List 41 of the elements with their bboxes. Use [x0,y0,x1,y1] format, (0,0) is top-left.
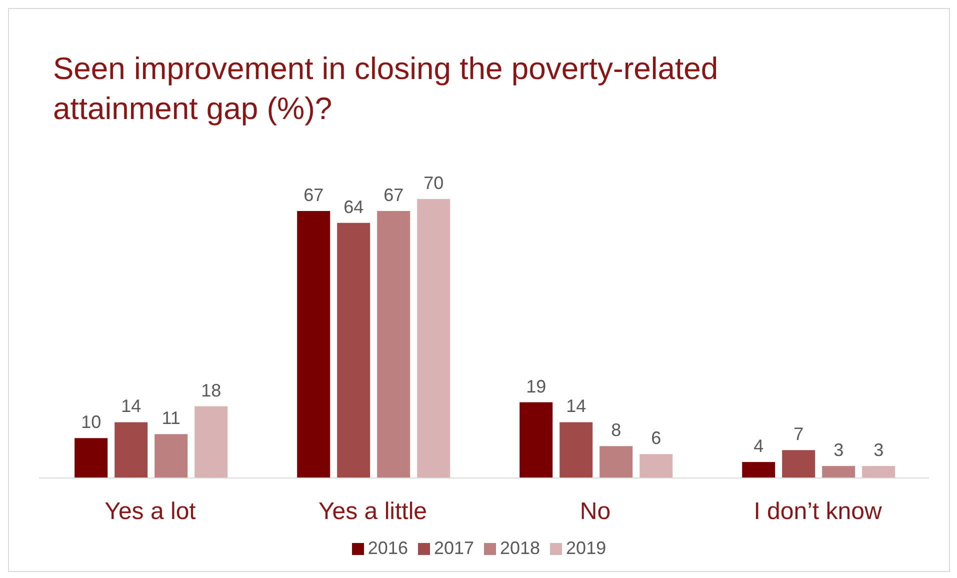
bar [154,434,188,478]
bar [194,406,228,478]
data-label: 14 [566,396,586,416]
data-label: 14 [121,396,142,416]
x-tick-label: Yes a little [318,498,428,526]
bar [782,450,816,478]
legend-label: 2016 [368,538,408,558]
legend-label: 2017 [434,538,474,558]
chart-title: Seen improvement in closing the poverty-related attainment gap (%)? [53,50,720,128]
data-label: 18 [201,380,222,400]
bar [640,454,673,478]
bar [377,210,410,478]
bar [742,462,776,478]
data-label: 67 [304,184,324,205]
bar [822,466,856,478]
bar [600,446,633,478]
data-label: 3 [874,440,884,460]
legend-label: 2019 [566,538,606,558]
bar [337,222,370,478]
bar [520,402,553,478]
data-label: 19 [526,376,546,396]
data-label: 11 [162,408,180,428]
x-tick-label: No [580,498,611,526]
data-label: 3 [834,440,844,460]
data-label: 8 [611,420,622,440]
x-tick-label: I don’t know [754,498,882,526]
data-label: 7 [794,424,804,444]
bar [297,210,330,478]
bar [74,438,108,478]
bar [560,422,593,478]
data-label: 6 [651,428,662,448]
bar [862,466,896,478]
bar [114,422,148,478]
data-label: 70 [424,173,444,193]
bar [417,199,450,478]
data-label: 10 [81,412,102,432]
legend-label: 2018 [500,538,540,558]
x-tick-label: Yes a lot [104,498,196,526]
data-label: 67 [384,184,404,205]
data-label: 64 [344,196,364,217]
data-label: 4 [754,436,764,456]
